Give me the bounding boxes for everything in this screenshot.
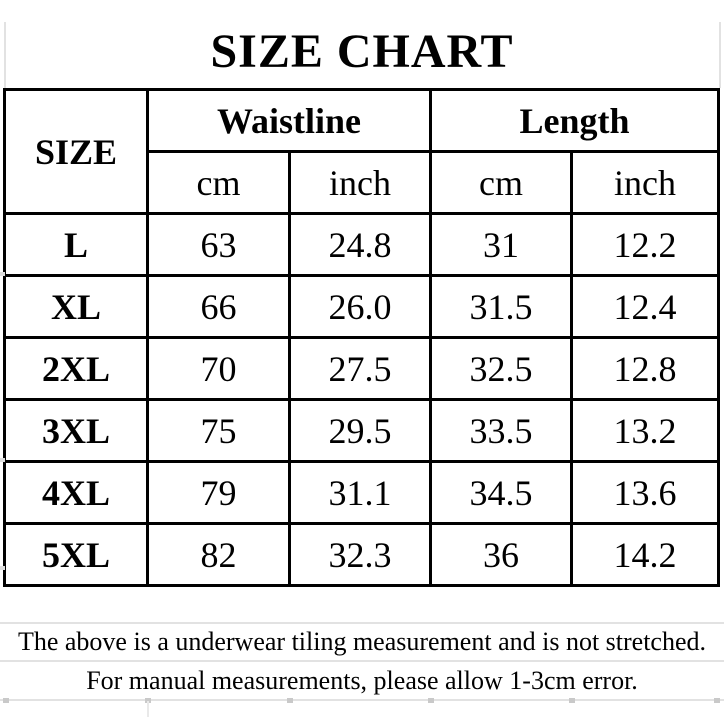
length-cm-cell: 33.5 bbox=[429, 398, 573, 463]
waist-inch-cell: 26.0 bbox=[288, 274, 432, 339]
waist-cm-cell: 82 bbox=[146, 522, 291, 587]
length-cm-cell: 34.5 bbox=[429, 460, 573, 525]
gridline-stub-bottom bbox=[147, 701, 149, 717]
length-cm-cell: 32.5 bbox=[429, 336, 573, 401]
group-header-row: SIZE Waistline Length bbox=[3, 88, 720, 215]
gridline-tick bbox=[3, 698, 9, 703]
table-row: 2XL 70 27.5 32.5 12.8 bbox=[3, 336, 720, 401]
length-inch-header: inch bbox=[570, 150, 720, 215]
table-row: 4XL 79 31.1 34.5 13.6 bbox=[3, 460, 720, 525]
waist-cm-cell: 66 bbox=[146, 274, 291, 339]
size-label-cell: 5XL bbox=[3, 522, 149, 587]
waist-cm-header: cm bbox=[146, 150, 291, 215]
length-group-header: Length bbox=[429, 88, 720, 153]
waist-inch-cell: 32.3 bbox=[288, 522, 432, 587]
waist-inch-cell: 29.5 bbox=[288, 398, 432, 463]
length-cm-cell: 31 bbox=[429, 212, 573, 277]
length-inch-cell: 12.8 bbox=[570, 336, 720, 401]
gridline-row-tick bbox=[0, 566, 5, 570]
unit-header-row: cm inch cm inch bbox=[5, 150, 720, 215]
note-measurement: The above is a underwear tiling measurem… bbox=[17, 627, 707, 656]
waist-cm-cell: 75 bbox=[146, 398, 291, 463]
length-inch-cell: 12.2 bbox=[570, 212, 720, 277]
note-error-allowance: For manual measurements, please allow 1-… bbox=[86, 666, 638, 695]
gridline-tick bbox=[287, 698, 293, 703]
table-row: 5XL 82 32.3 36 14.2 bbox=[3, 522, 720, 587]
waist-cm-cell: 79 bbox=[146, 460, 291, 525]
gridline-stub-right bbox=[719, 22, 721, 88]
waist-cm-cell: 63 bbox=[146, 212, 291, 277]
size-label-cell: XL bbox=[3, 274, 149, 339]
size-column-header: SIZE bbox=[3, 88, 149, 215]
length-inch-cell: 13.6 bbox=[570, 460, 720, 525]
size-label-cell: 2XL bbox=[3, 336, 149, 401]
waist-inch-cell: 31.1 bbox=[288, 460, 432, 525]
gridline-stub-left bbox=[4, 22, 6, 88]
size-label-cell: L bbox=[3, 212, 149, 277]
waistline-group-header: Waistline bbox=[146, 88, 432, 153]
length-inch-cell: 13.2 bbox=[570, 398, 720, 463]
gridline-tick bbox=[145, 698, 151, 703]
length-cm-header: cm bbox=[429, 150, 573, 215]
size-label-cell: 4XL bbox=[3, 460, 149, 525]
gridline-below-notes bbox=[0, 699, 724, 701]
gridline-above-note1 bbox=[0, 622, 724, 624]
gridline-tick bbox=[569, 698, 575, 703]
size-table: SIZE Waistline Length cm inch cm inch L … bbox=[3, 88, 720, 587]
gridline-tick bbox=[428, 698, 434, 703]
length-cm-cell: 31.5 bbox=[429, 274, 573, 339]
length-inch-cell: 12.4 bbox=[570, 274, 720, 339]
gridline-row-tick bbox=[0, 272, 5, 276]
waist-inch-header: inch bbox=[288, 150, 432, 215]
table-row: XL 66 26.0 31.5 12.4 bbox=[3, 274, 720, 339]
page-title: SIZE CHART bbox=[210, 25, 514, 78]
waist-cm-cell: 70 bbox=[146, 336, 291, 401]
table-row: 3XL 75 29.5 33.5 13.2 bbox=[3, 398, 720, 463]
length-cm-cell: 36 bbox=[429, 522, 573, 587]
table-row: L 63 24.8 31 12.2 bbox=[3, 212, 720, 277]
gridline-row-tick bbox=[0, 458, 5, 462]
length-inch-cell: 14.2 bbox=[570, 522, 720, 587]
gridline-tick bbox=[714, 698, 720, 703]
size-label-cell: 3XL bbox=[3, 398, 149, 463]
waist-inch-cell: 27.5 bbox=[288, 336, 432, 401]
waist-inch-cell: 24.8 bbox=[288, 212, 432, 277]
gridline-between-notes bbox=[0, 660, 724, 662]
